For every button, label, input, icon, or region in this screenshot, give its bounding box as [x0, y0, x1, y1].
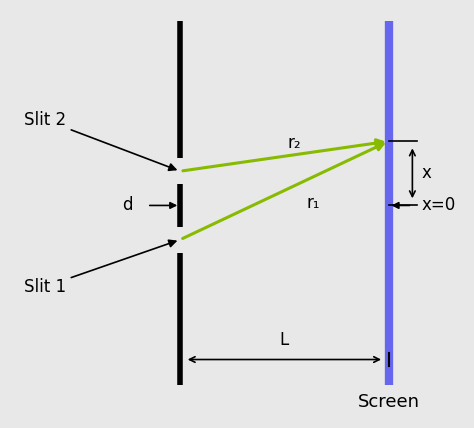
Text: d: d — [122, 196, 133, 214]
Text: Slit 1: Slit 1 — [24, 240, 176, 296]
Text: L: L — [280, 331, 289, 349]
Text: r₂: r₂ — [287, 134, 301, 152]
Text: Slit 2: Slit 2 — [24, 111, 176, 170]
Text: r₁: r₁ — [306, 194, 319, 212]
Text: Screen: Screen — [358, 393, 419, 411]
Text: x=0: x=0 — [422, 196, 456, 214]
Text: x: x — [422, 164, 432, 182]
